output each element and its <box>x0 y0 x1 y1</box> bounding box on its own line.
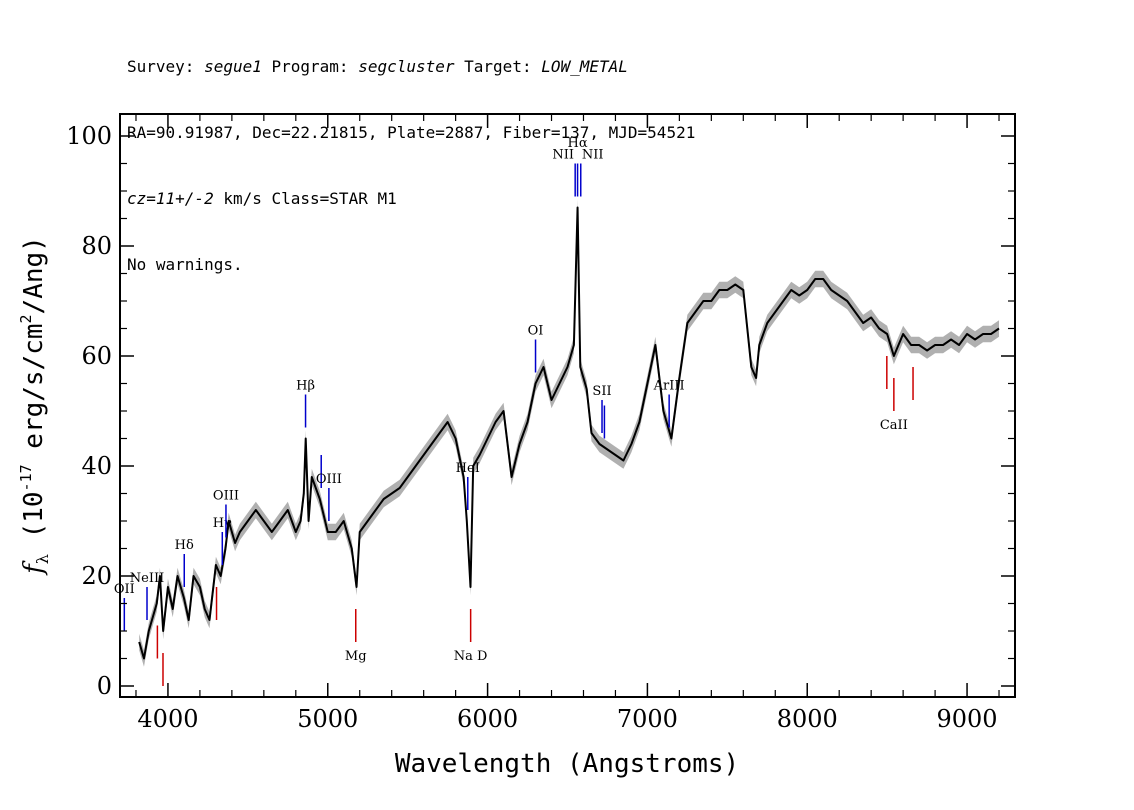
y-tick-label: 80 <box>81 232 112 260</box>
x-tick-label: 4000 <box>137 705 198 733</box>
emission-line-label: NII <box>582 148 604 163</box>
emission-line-label: Hα <box>568 136 588 151</box>
y-tick-label: 100 <box>66 122 112 150</box>
header-line-coordinates: RA=90.91987, Dec=22.21815, Plate=2887, F… <box>127 123 696 142</box>
x-axis-title: Wavelength (Angstroms) <box>395 749 739 779</box>
redshift-value: cz=11+/-2 <box>127 189 214 208</box>
emission-line-label: OI <box>528 324 544 339</box>
absorption-line-label: Mg <box>345 649 367 664</box>
survey-value: segue1 <box>204 57 262 76</box>
emission-line-label: OIII <box>213 489 239 504</box>
emission-line-label: Hβ <box>296 379 315 394</box>
x-tick-label: 8000 <box>777 705 838 733</box>
emission-line-label: Hδ <box>175 538 194 553</box>
x-tick-label: 6000 <box>457 705 518 733</box>
target-value: LOW_METAL <box>541 57 628 76</box>
y-tick-label: 20 <box>81 562 112 590</box>
spectrum-error-band <box>139 199 1000 667</box>
emission-line-label: HeI <box>456 461 480 476</box>
absorption-line-label: Na D <box>454 649 488 664</box>
emission-line-label: NII <box>552 148 574 163</box>
program-value: segcluster <box>358 57 455 76</box>
y-tick-label: 60 <box>81 342 112 370</box>
emission-line-label: NeIII <box>130 571 164 586</box>
x-tick-label: 7000 <box>617 705 678 733</box>
y-tick-label: 0 <box>97 672 112 700</box>
plot-frame <box>119 113 1016 698</box>
spectrum-line <box>138 206 1000 660</box>
emission-line-label: ArIII <box>653 379 685 394</box>
emission-line-label: Hγ <box>213 516 232 531</box>
emission-line-label: SII <box>592 384 611 399</box>
y-tick-label: 40 <box>81 452 112 480</box>
header-line-class: cz=11+/-2 km/s Class=STAR M1 <box>127 189 397 208</box>
y-axis-title: fλ (10-17 erg/s/cm2/Ang) <box>17 236 52 576</box>
absorption-line-label: CaII <box>880 418 908 433</box>
spectrum-header: Survey: segue1 Program: segcluster Targe… <box>127 12 695 298</box>
x-tick-label: 5000 <box>297 705 358 733</box>
header-line-warnings: No warnings. <box>127 255 243 274</box>
emission-line-label: OIII <box>316 472 342 487</box>
x-tick-label: 9000 <box>937 705 998 733</box>
header-line-survey: Survey: segue1 Program: segcluster Targe… <box>127 57 628 76</box>
svg-text:fλ (10-17 erg/s/cm2/Ang): fλ (10-17 erg/s/cm2/Ang) <box>17 236 52 576</box>
